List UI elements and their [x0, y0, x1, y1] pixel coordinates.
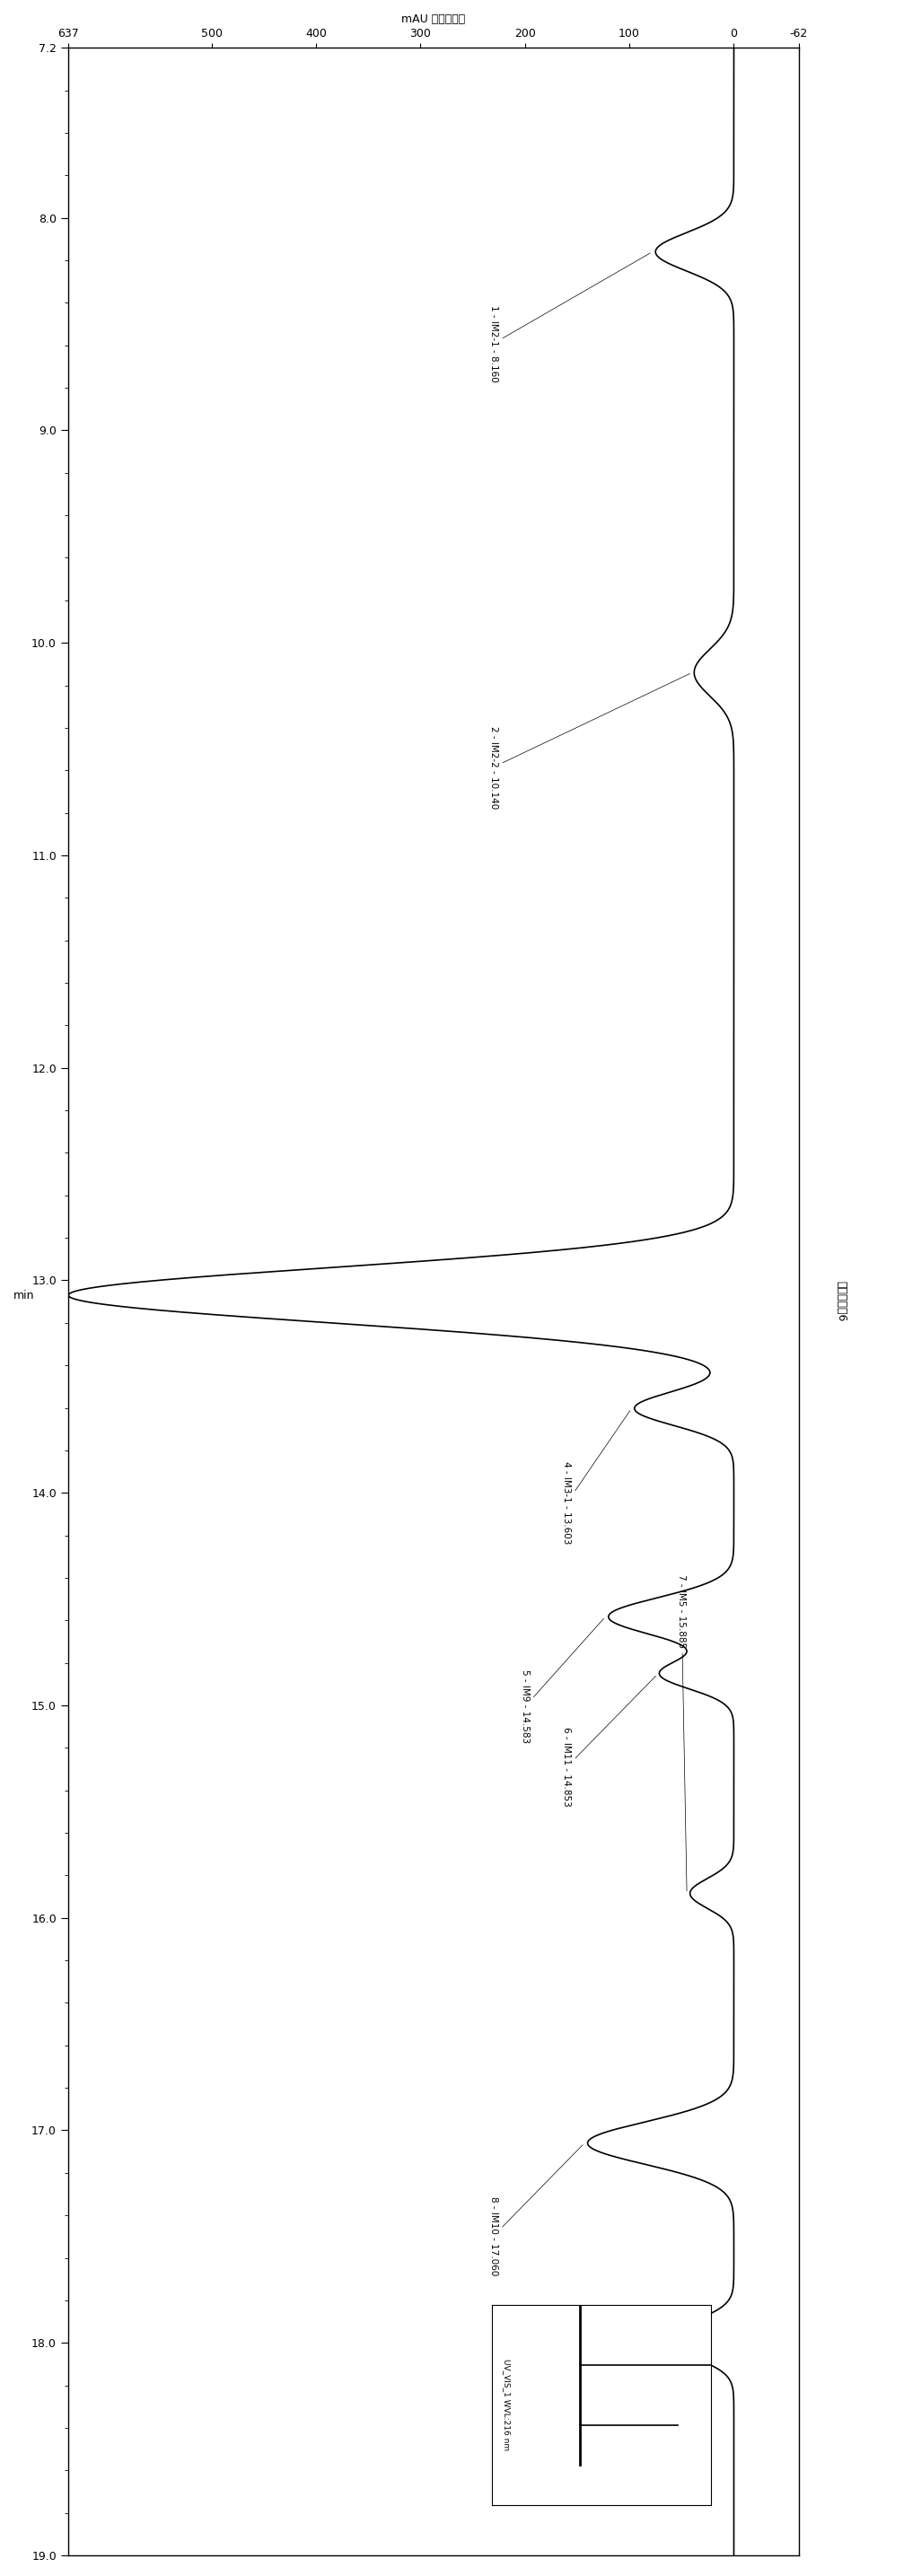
Text: 9 - IM2-3 - 17.983: 9 - IM2-3 - 17.983: [604, 2342, 656, 2476]
Text: 4 - IM3-1 - 13.603: 4 - IM3-1 - 13.603: [562, 1412, 630, 1546]
Text: 7 - IM5 - 15.885: 7 - IM5 - 15.885: [677, 1574, 687, 1891]
Text: 2 - IM2-2 - 10.140: 2 - IM2-2 - 10.140: [489, 675, 690, 809]
Y-axis label: min: min: [14, 1291, 34, 1301]
Text: 液方案样品6: 液方案样品6: [835, 1280, 847, 1321]
Text: 8 - IM10 - 17.060: 8 - IM10 - 17.060: [489, 2146, 583, 2275]
X-axis label: mAU 紫外检测器: mAU 紫外检测器: [401, 13, 466, 26]
Text: 1 - IM2-1 - 8.160: 1 - IM2-1 - 8.160: [489, 252, 650, 381]
Text: 6 - IM11 - 14.853: 6 - IM11 - 14.853: [562, 1677, 655, 1806]
Text: 5 - IM9 - 14.583: 5 - IM9 - 14.583: [521, 1618, 604, 1744]
